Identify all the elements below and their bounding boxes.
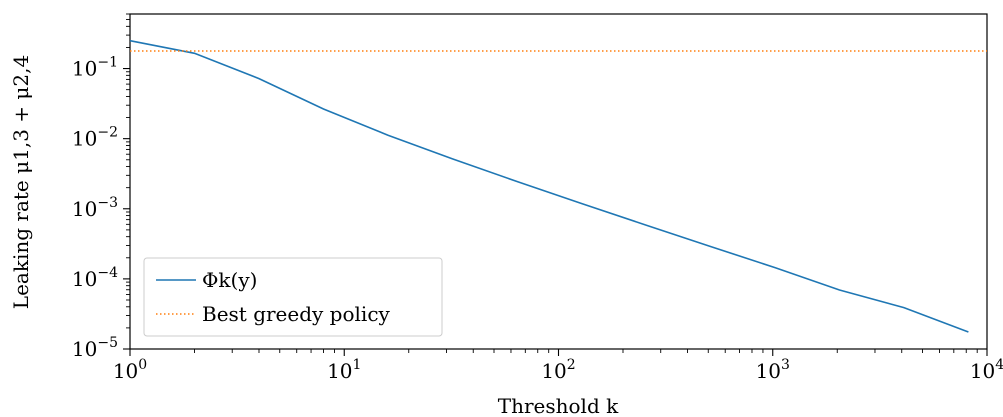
legend-box <box>143 257 443 337</box>
legend-label-2: Best greedy policy <box>202 302 391 326</box>
series <box>129 39 987 333</box>
y-tick-label: 10−3 <box>72 195 118 221</box>
legend: Φk(y) Best greedy policy <box>143 257 443 337</box>
legend-label-1: Φk(y) <box>202 268 257 292</box>
x-tick-label: 101 <box>327 357 361 383</box>
x-axis-title: Threshold k <box>498 394 619 417</box>
x-tick-label: 100 <box>113 357 147 383</box>
y-axis-title: Leaking rate μ1,3 + μ2,4 <box>9 55 33 309</box>
y-tick-label: 10−5 <box>72 335 118 361</box>
tick-labels: 100 101 102 103 104 10−5 10−4 10−3 10−2 10−1 <box>72 55 1003 383</box>
x-tick-label: 102 <box>541 357 575 383</box>
x-tick-label: 103 <box>756 357 790 383</box>
y-tick-label: 10−1 <box>72 55 118 81</box>
x-tick-label: 104 <box>970 357 1003 383</box>
y-tick-label: 10−2 <box>72 125 118 151</box>
y-tick-label: 10−4 <box>72 265 118 291</box>
ticks <box>123 13 988 356</box>
series-line-1 <box>129 39 969 333</box>
